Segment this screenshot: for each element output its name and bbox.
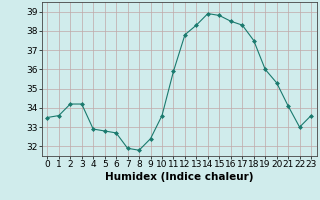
X-axis label: Humidex (Indice chaleur): Humidex (Indice chaleur) xyxy=(105,172,253,182)
